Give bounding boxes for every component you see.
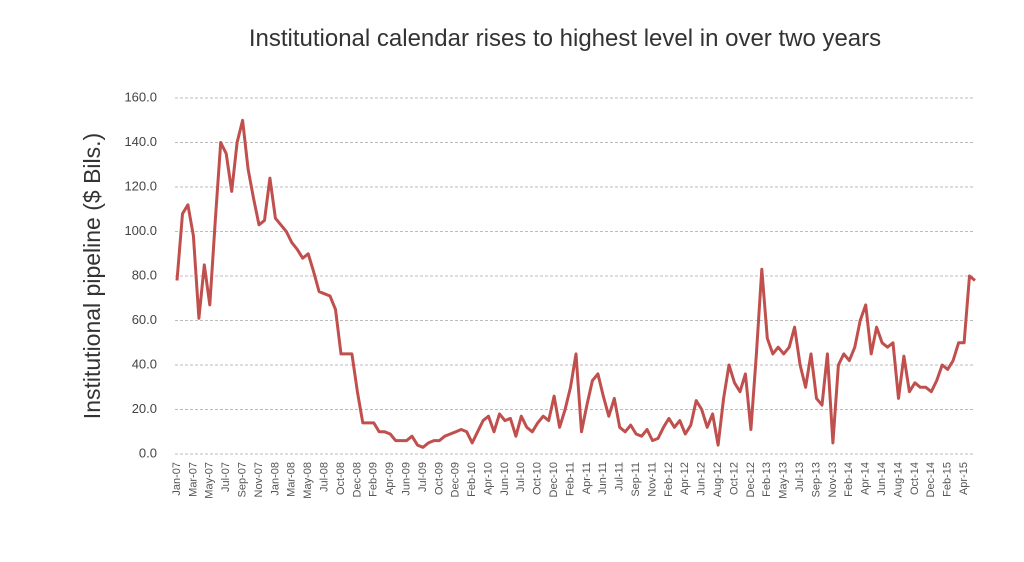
x-tick-label: Sep-13 — [810, 462, 822, 497]
x-tick-label: Jan-07 — [171, 462, 183, 496]
x-tick-label: Feb-13 — [761, 462, 773, 497]
x-tick-label: Feb-09 — [368, 462, 380, 497]
y-tick-label: 80.0 — [132, 267, 157, 282]
x-tick-label: Aug-12 — [712, 462, 724, 497]
y-tick-label: 160.0 — [124, 89, 157, 104]
y-tick-label: 40.0 — [132, 356, 157, 371]
x-tick-label: Jul-08 — [318, 462, 330, 492]
x-tick-label: Mar-08 — [286, 462, 298, 497]
x-tick-label: Jul-09 — [417, 462, 429, 492]
y-tick-label: 0.0 — [139, 445, 157, 460]
x-tick-label: Feb-15 — [942, 462, 954, 497]
x-tick-label: Feb-10 — [466, 462, 478, 497]
x-tick-label: Apr-11 — [581, 462, 593, 494]
x-tick-label: Oct-08 — [335, 462, 347, 495]
x-tick-label: Jul-07 — [220, 462, 232, 492]
x-tick-label: Jul-11 — [614, 462, 626, 491]
x-tick-label: Nov-13 — [827, 462, 839, 497]
y-tick-label: 20.0 — [132, 401, 157, 416]
x-tick-label: Oct-09 — [433, 462, 445, 495]
x-tick-label: Apr-12 — [679, 462, 691, 495]
x-tick-label: Jul-10 — [515, 462, 527, 492]
x-tick-label: Dec-14 — [925, 462, 937, 497]
x-tick-label: Jun-09 — [400, 462, 412, 496]
x-tick-label: Jun-11 — [597, 462, 609, 495]
x-tick-label: Jul-13 — [794, 462, 806, 492]
x-tick-label: Jun-10 — [499, 462, 511, 496]
x-tick-label: Apr-15 — [958, 462, 970, 495]
x-tick-label: Oct-12 — [728, 462, 740, 495]
x-tick-label: Sep-07 — [236, 462, 248, 497]
x-tick-label: Dec-09 — [450, 462, 462, 497]
x-tick-label: May-13 — [778, 462, 790, 499]
x-tick-label: Feb-11 — [564, 462, 576, 496]
x-tick-label: Nov-07 — [253, 462, 265, 497]
x-tick-label: Nov-11 — [646, 462, 658, 497]
y-tick-label: 100.0 — [124, 223, 157, 238]
y-tick-label: 60.0 — [132, 312, 157, 327]
x-tick-label: Apr-10 — [482, 462, 494, 495]
x-tick-label: Sep-11 — [630, 462, 642, 497]
data-line — [175, 118, 976, 449]
x-tick-label: Feb-12 — [663, 462, 675, 497]
x-tick-label: Apr-09 — [384, 462, 396, 495]
y-axis-title: Institutional pipeline ($ Bils.) — [79, 133, 105, 419]
x-tick-label: Mar-07 — [187, 462, 199, 497]
x-tick-label: Jan-08 — [269, 462, 281, 496]
y-tick-label: 120.0 — [124, 178, 157, 193]
chart-title: Institutional calendar rises to highest … — [249, 25, 881, 52]
x-tick-label: Apr-14 — [860, 462, 872, 495]
x-tick-label: Jun-12 — [696, 462, 708, 496]
x-tick-label: May-08 — [302, 462, 314, 499]
x-tick-label: Oct-14 — [909, 462, 921, 495]
x-tick-label: Dec-12 — [745, 462, 757, 497]
x-tick-label: Feb-14 — [843, 462, 855, 497]
x-tick-label: Dec-10 — [548, 462, 560, 497]
y-tick-label: 140.0 — [124, 134, 157, 149]
x-tick-label: Dec-08 — [351, 462, 363, 497]
x-tick-label: Aug-14 — [892, 462, 904, 497]
x-tick-label: May-07 — [204, 462, 216, 499]
x-tick-label: Oct-10 — [532, 462, 544, 495]
x-tick-label: Jun-14 — [876, 462, 888, 496]
